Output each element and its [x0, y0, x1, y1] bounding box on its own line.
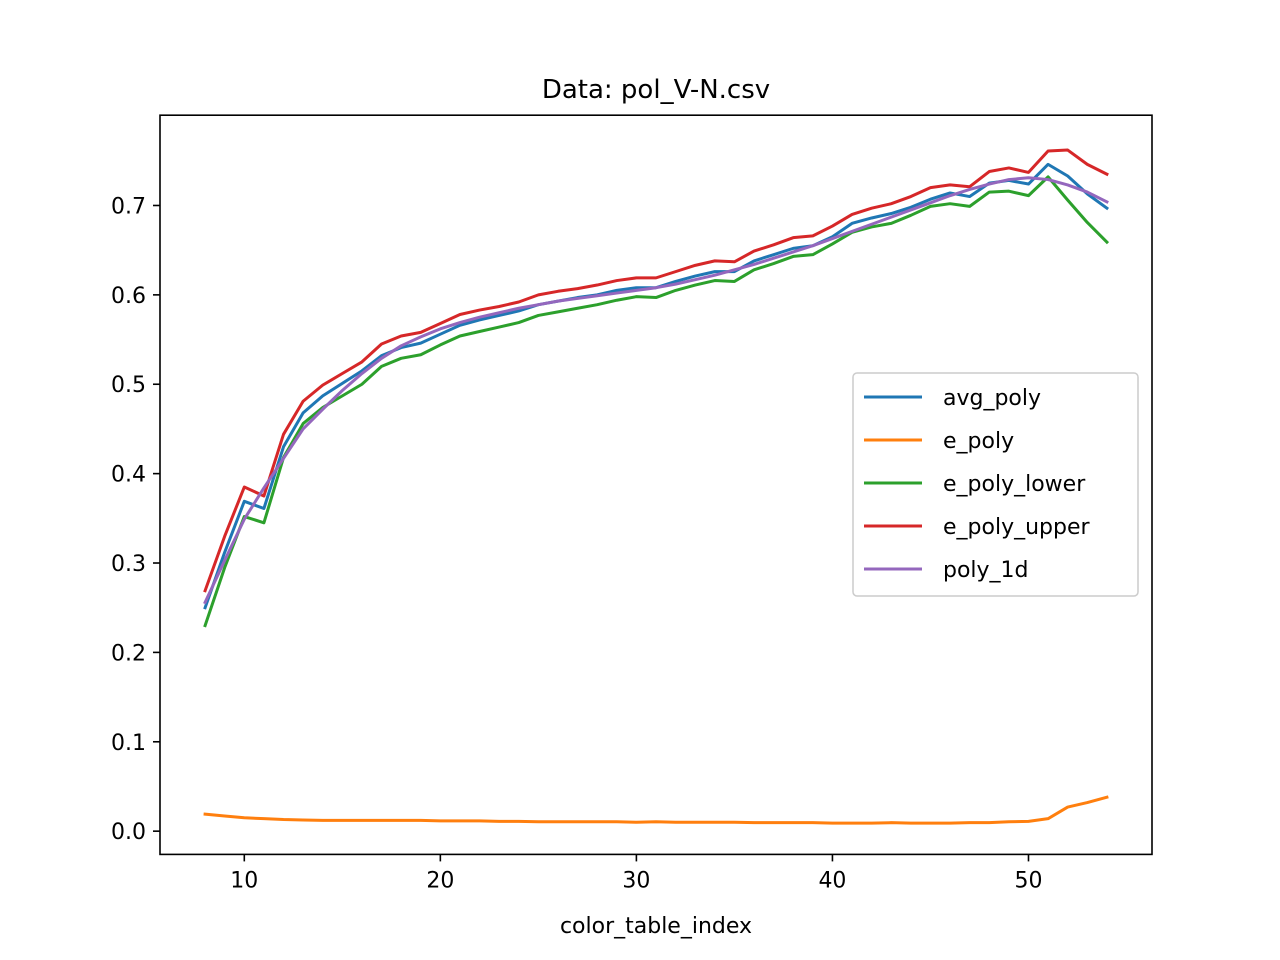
x-tick-label: 20	[426, 868, 454, 893]
y-tick-label: 0.3	[111, 552, 146, 577]
series-line-poly-1d	[203, 176, 1109, 605]
y-axis: 0.0 0.1 0.2 0.3 0.4 0.5 0.6 0.7	[111, 194, 160, 845]
legend-label-e-poly-lower: e_poly_lower	[943, 472, 1086, 497]
y-tick-label: 0.1	[111, 731, 146, 756]
y-tick-label: 0.5	[111, 373, 146, 398]
series-line-e-poly-upper	[203, 148, 1109, 593]
legend-label-e-poly-upper: e_poly_upper	[943, 515, 1091, 540]
plot-area	[159, 114, 1153, 856]
series-line-e-poly-lower	[203, 175, 1110, 628]
series-layer	[203, 148, 1110, 825]
series-line-e-poly	[203, 795, 1109, 825]
legend-box	[852, 372, 1139, 597]
x-tick-label: 30	[622, 868, 650, 893]
x-tick-label: 10	[230, 868, 258, 893]
y-tick-label: 0.4	[111, 463, 146, 488]
legend: avg_poly e_poly e_poly_lower e_poly_upperpo…	[852, 372, 1139, 597]
y-tick-label: 0.7	[111, 194, 146, 219]
x-axis: 10 20 30 40 50	[230, 854, 1042, 893]
legend-label-avg-poly: avg_poly	[943, 386, 1041, 411]
legend-label-e-poly: e_poly	[943, 429, 1014, 454]
x-tick-label: 50	[1014, 868, 1042, 893]
y-tick-label: 0.6	[111, 284, 146, 309]
legend-label-poly-1d: poly_1d	[943, 558, 1029, 583]
x-axis-title: color_table_index	[560, 914, 752, 939]
y-tick-label: 0.0	[111, 820, 146, 845]
x-tick-label: 40	[818, 868, 846, 893]
y-tick-label: 0.2	[111, 641, 146, 666]
chart-title: Data: pol_V-N.csv	[542, 75, 770, 105]
